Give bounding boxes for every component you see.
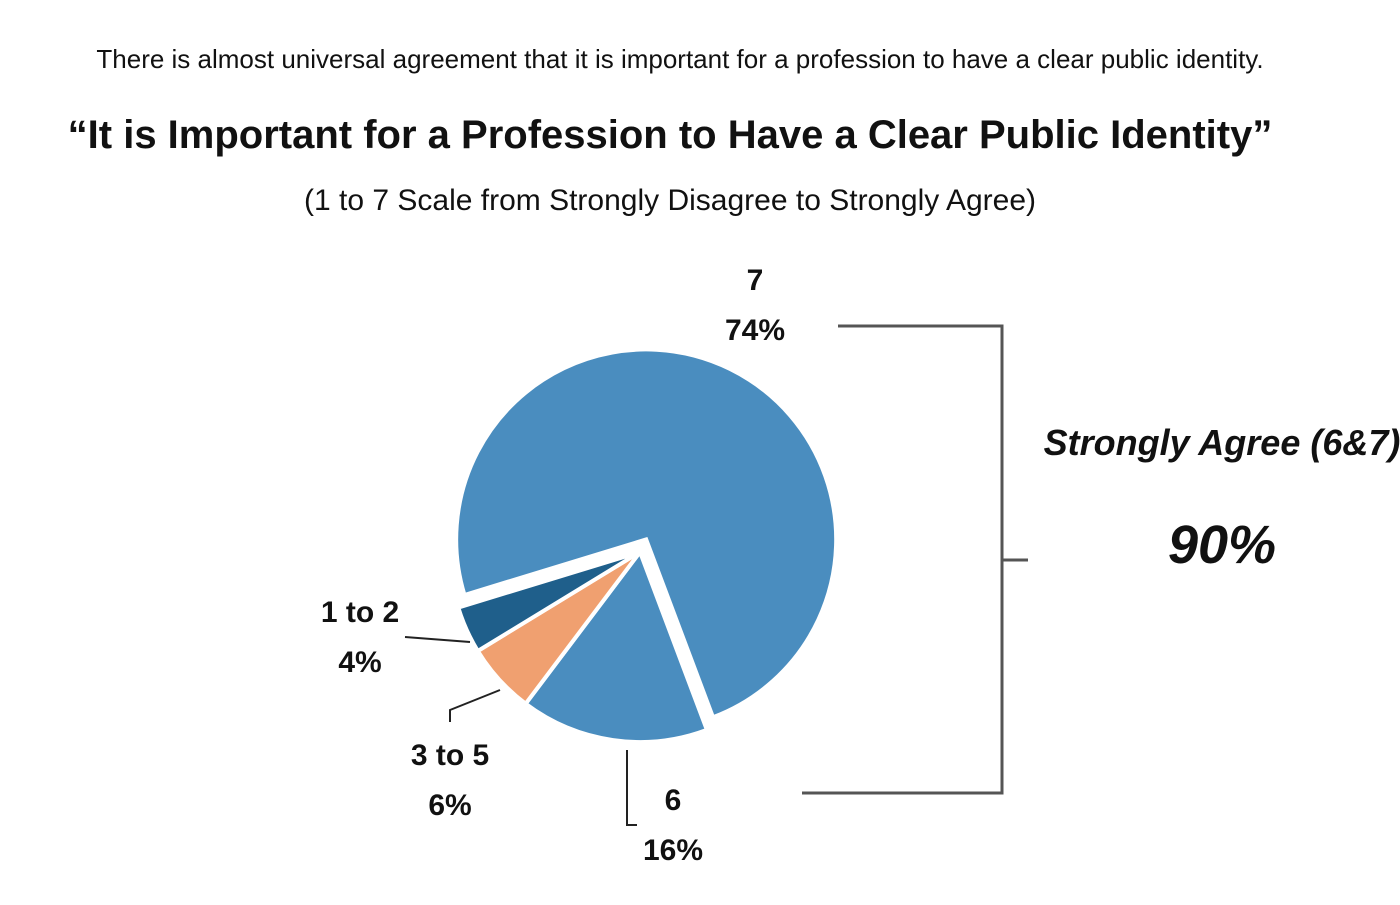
leader-line — [449, 689, 501, 722]
slice-label: 6 — [665, 784, 682, 817]
slice-label: 7 — [747, 264, 764, 297]
intro: There is almost universal agreement that… — [96, 44, 1263, 74]
slice-label: 1 to 2 — [321, 596, 399, 629]
pie-slice — [522, 547, 710, 744]
slice-value-label: 4% — [338, 646, 381, 679]
chart-title: “It is Important for a Profession to Hav… — [68, 113, 1273, 157]
annotation: Strongly Agree (6&7) — [1044, 422, 1400, 463]
chart-subtitle: (1 to 7 Scale from Strongly Disagree to … — [304, 184, 1036, 217]
bracket — [802, 324, 1028, 795]
leader-line — [626, 750, 637, 826]
leader-line — [404, 636, 471, 643]
slice-value-label: 16% — [643, 834, 703, 867]
slice-value-label: 6% — [428, 789, 471, 822]
slice-value-label: 74% — [725, 314, 785, 347]
pie-slice — [454, 347, 839, 720]
slice-label: 3 to 5 — [411, 739, 489, 772]
pie-slice — [455, 550, 642, 654]
annotation-value: 90% — [1168, 515, 1276, 575]
